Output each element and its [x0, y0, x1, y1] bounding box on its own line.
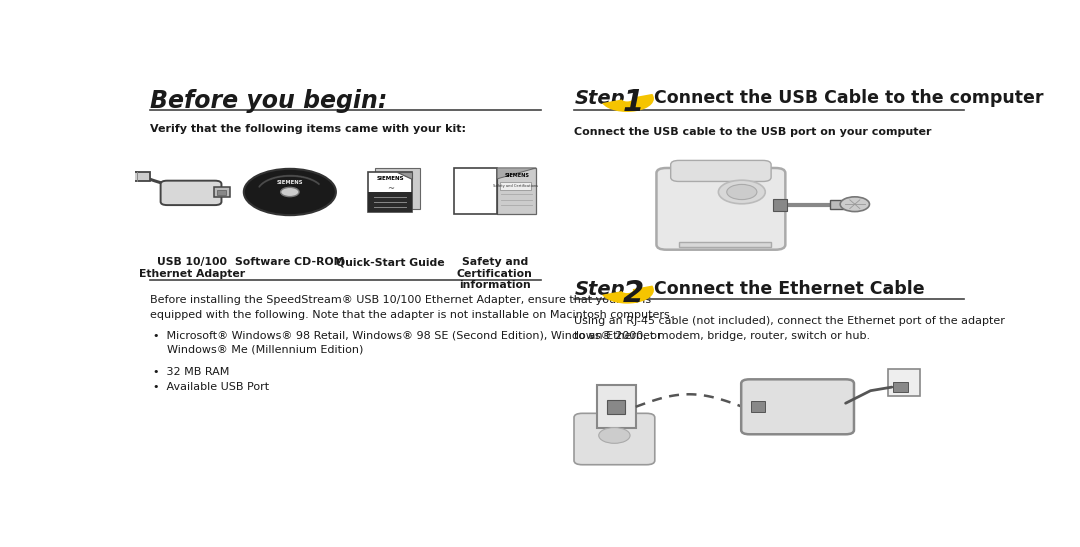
Text: Connect the USB cable to the USB port on your computer: Connect the USB cable to the USB port on…	[575, 127, 932, 137]
Bar	[500, 182, 531, 190]
Text: USB 10/100
Ethernet Adapter: USB 10/100 Ethernet Adapter	[139, 257, 245, 279]
Bar	[376, 168, 420, 208]
Text: ~: ~	[387, 184, 394, 194]
Text: Verify that the following items came with your kit:: Verify that the following items came wit…	[150, 124, 467, 134]
Text: •  32 MB RAM: • 32 MB RAM	[152, 367, 229, 377]
Circle shape	[281, 188, 299, 196]
Text: 1: 1	[623, 88, 645, 117]
Text: 2: 2	[623, 279, 645, 308]
Text: Step: Step	[575, 281, 625, 299]
Text: Safety and Certifications: Safety and Certifications	[494, 184, 538, 188]
Bar	[368, 192, 413, 212]
Bar	[596, 385, 636, 428]
Circle shape	[718, 180, 766, 204]
Circle shape	[840, 197, 869, 212]
Text: SIEMENS: SIEMENS	[504, 173, 529, 178]
Text: Before you begin:: Before you begin:	[150, 89, 388, 113]
Bar	[368, 172, 413, 212]
Text: Safety and
Certification
information: Safety and Certification information	[457, 257, 532, 290]
Polygon shape	[397, 172, 413, 179]
Bar	[889, 369, 920, 396]
Bar	[216, 190, 227, 195]
Text: Before installing the SpeedStream® USB 10/100 Ethernet Adapter, ensure that your: Before installing the SpeedStream® USB 1…	[150, 295, 674, 319]
FancyBboxPatch shape	[671, 160, 771, 182]
Text: Quick-Start Guide: Quick-Start Guide	[336, 257, 445, 267]
Text: SIEMENS: SIEMENS	[377, 176, 404, 182]
Text: •  Available USB Port: • Available USB Port	[152, 382, 269, 392]
FancyBboxPatch shape	[741, 379, 854, 434]
Polygon shape	[497, 168, 537, 179]
Wedge shape	[602, 94, 653, 112]
Circle shape	[244, 169, 336, 215]
Bar	[829, 200, 848, 209]
FancyBboxPatch shape	[657, 168, 785, 249]
Text: Using an RJ-45 cable (not included), connect the Ethernet port of the adapter
to: Using an RJ-45 cable (not included), con…	[575, 316, 1005, 341]
FancyBboxPatch shape	[161, 181, 221, 205]
Bar	[497, 168, 537, 214]
Text: Connect the USB Cable to the computer: Connect the USB Cable to the computer	[653, 89, 1043, 107]
Circle shape	[598, 428, 630, 443]
FancyBboxPatch shape	[573, 414, 654, 465]
Wedge shape	[602, 286, 653, 304]
Bar	[214, 187, 230, 197]
Bar	[773, 199, 787, 211]
Text: Software CD-ROM: Software CD-ROM	[235, 257, 345, 267]
Bar	[751, 401, 766, 412]
Text: SIEMENS: SIEMENS	[276, 180, 303, 185]
Bar	[454, 168, 497, 214]
Bar	[893, 382, 907, 392]
Bar	[120, 172, 150, 182]
Text: •  Microsoft® Windows® 98 Retail, Windows® 98 SE (Second Edition), Windows® 2000: • Microsoft® Windows® 98 Retail, Windows…	[152, 331, 661, 355]
Bar	[607, 400, 625, 414]
Text: Step: Step	[575, 89, 625, 108]
Bar	[679, 242, 771, 247]
Text: Connect the Ethernet Cable: Connect the Ethernet Cable	[653, 281, 924, 299]
Circle shape	[727, 184, 757, 200]
